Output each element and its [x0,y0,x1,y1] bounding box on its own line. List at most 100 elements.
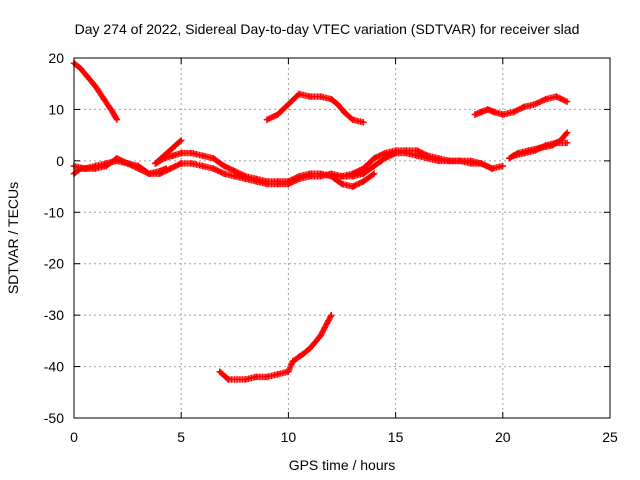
series-arc-8 [216,311,335,383]
data-point [553,139,560,147]
data-point [521,103,528,111]
data-point [403,147,410,154]
data-series [70,59,571,383]
data-point [77,65,84,72]
data-point [113,116,121,123]
data-point [456,157,464,165]
x-tick-label: 25 [602,429,618,445]
data-point [510,152,517,159]
data-point [510,108,517,116]
data-point [381,149,389,157]
data-point [360,165,367,172]
data-point [360,178,367,185]
data-point [188,160,196,167]
plot-frame [73,57,611,419]
data-point [349,183,356,190]
data-point [100,95,108,103]
data-point [220,162,228,170]
data-point [370,162,378,170]
x-tick-label: 15 [388,429,404,445]
data-point [242,173,249,180]
data-point [242,376,249,383]
series-trail [510,139,569,159]
data-point [328,173,335,180]
data-point [488,165,496,172]
x-tick-label: 5 [177,429,185,445]
data-point [295,90,303,98]
data-point [340,108,348,116]
data-point [285,368,292,375]
data-point [424,152,431,159]
x-tick-label: 10 [281,429,297,445]
x-tick-label: 0 [70,429,78,445]
data-point [162,165,170,172]
data-point [263,178,271,185]
data-point [306,170,314,177]
data-point [274,178,281,185]
data-point [289,358,296,365]
data-point [169,152,176,159]
y-tick-label: -30 [44,307,64,323]
series-arc-6 [328,170,378,190]
y-tick-label: -20 [44,256,64,272]
data-point [553,93,560,100]
data-point [285,101,292,108]
data-point [274,111,281,118]
data-point [338,180,346,188]
chart-title: Day 274 of 2022, Sidereal Day-to-day VTE… [75,21,580,37]
data-point [484,106,491,113]
data-point [263,116,271,123]
data-point [317,332,324,339]
data-point [113,157,121,165]
data-point [370,170,378,177]
data-point [178,137,185,144]
y-axis-label: SDTVAR / TECUs [5,182,21,294]
data-point [152,160,159,167]
data-point [542,95,549,103]
data-point [370,155,378,162]
data-point [210,155,217,162]
series-arc-9 [471,93,571,118]
series-arc-7 [263,90,367,126]
data-point [231,167,238,175]
data-point [317,170,324,177]
y-tick-label: -40 [44,359,64,375]
y-tick-label: 20 [48,50,64,66]
data-point [349,170,356,177]
data-point [306,93,314,100]
data-point [285,178,292,185]
data-point [210,165,217,172]
series-trail [216,313,334,383]
data-point [135,162,142,170]
data-point [145,170,153,177]
data-point [300,350,307,357]
data-point [156,167,163,175]
data-point [178,160,185,167]
data-point [83,72,91,80]
y-tick-label: -50 [44,410,64,426]
data-point [328,311,335,319]
data-point [471,111,479,118]
data-point [253,175,260,183]
data-point [274,371,281,378]
data-point [563,129,571,136]
data-point [478,160,485,167]
data-point [531,147,539,154]
series-arc-1 [70,59,121,123]
data-point [199,152,206,159]
data-point [392,147,399,154]
data-point [160,155,168,162]
data-point [360,119,367,126]
data-point [334,101,341,108]
data-point [506,155,513,162]
data-point [531,101,539,108]
data-point [478,108,485,116]
data-point [169,144,176,152]
data-point [92,83,99,90]
data-point [563,98,571,105]
axis-ticks: 0 5 10 15 20 25 -50 -40 -30 -20 -10 0 10 20 [44,50,618,445]
data-point [446,157,453,165]
data-point [124,160,131,167]
data-point [542,142,549,149]
data-point [499,111,506,118]
